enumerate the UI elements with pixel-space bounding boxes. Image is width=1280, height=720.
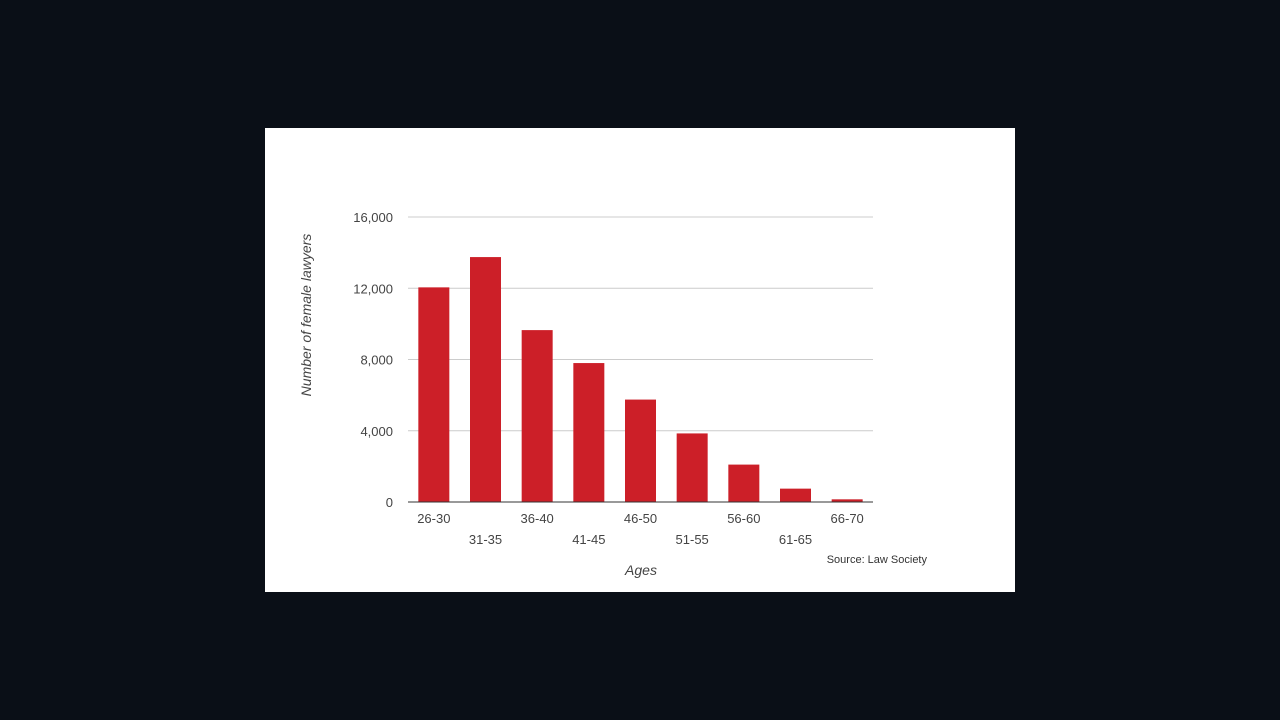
x-tick-label: 51-55 [676, 532, 709, 547]
y-tick-label: 12,000 [353, 281, 393, 296]
bar-51-55 [676, 433, 708, 502]
x-tick-label: 66-70 [831, 511, 864, 526]
bars [418, 257, 863, 502]
y-axis-ticks: 0 4,000 8,000 12,000 16,000 [353, 210, 393, 510]
bar-chart: 0 4,000 8,000 12,000 16,000 26-30 31-35 36-40 4… [298, 210, 928, 578]
bar-56-60 [728, 464, 760, 502]
x-tick-label: 46-50 [624, 511, 657, 526]
x-tick-label: 31-35 [469, 532, 502, 547]
bar-31-35 [470, 257, 501, 502]
x-tick-label: 26-30 [417, 511, 450, 526]
y-tick-label: 4,000 [360, 424, 393, 439]
chart-card: 0 4,000 8,000 12,000 16,000 26-30 31-35 36-40 4… [265, 128, 1015, 592]
x-axis-ticks: 26-30 31-35 36-40 41-45 46-50 51-55 56-60 61-65… [417, 511, 864, 547]
bar-46-50 [625, 399, 656, 502]
y-tick-label: 0 [386, 495, 393, 510]
x-axis-label: Ages [624, 562, 657, 578]
bar-26-30 [418, 287, 450, 502]
x-tick-label: 41-45 [572, 532, 605, 547]
x-tick-label: 36-40 [521, 511, 554, 526]
bar-36-40 [521, 330, 553, 502]
source-note: Source: Law Society [827, 554, 928, 566]
bar-61-65 [780, 488, 811, 502]
y-axis-label: Number of female lawyers [298, 234, 314, 397]
bar-66-70 [831, 499, 863, 502]
bar-41-45 [573, 363, 605, 502]
x-tick-label: 61-65 [779, 532, 812, 547]
y-tick-label: 16,000 [353, 210, 393, 225]
x-tick-label: 56-60 [727, 511, 760, 526]
y-tick-label: 8,000 [360, 353, 393, 368]
